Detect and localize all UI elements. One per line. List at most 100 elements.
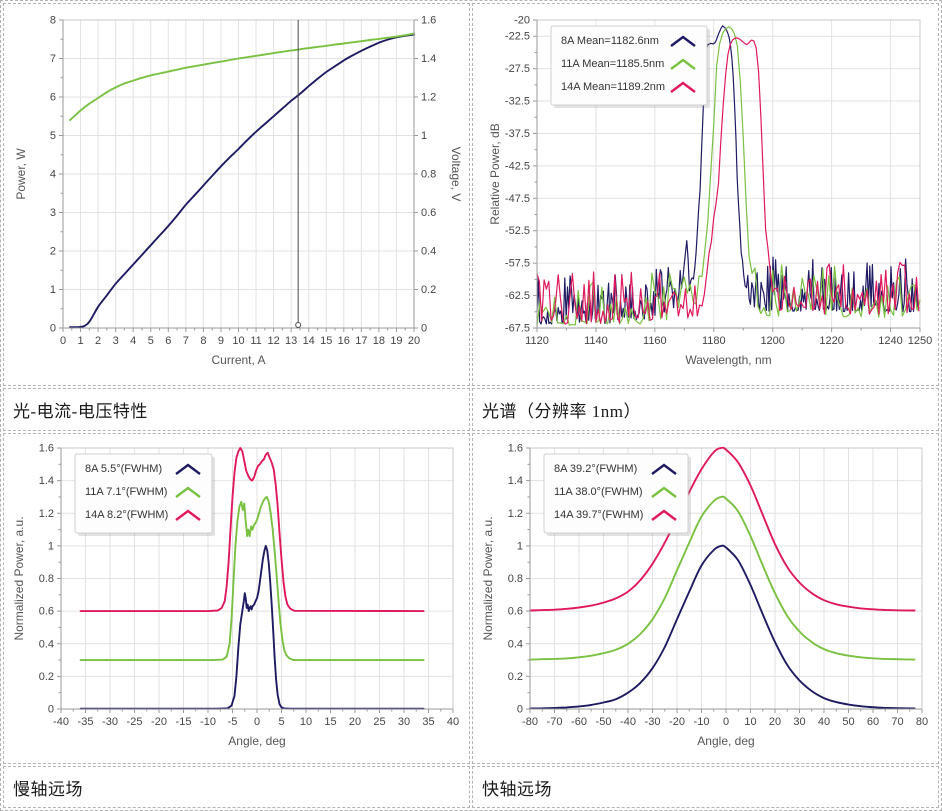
svg-text:1: 1: [517, 540, 523, 552]
svg-text:35: 35: [422, 716, 434, 728]
svg-text:-20: -20: [151, 716, 167, 728]
svg-text:0.2: 0.2: [421, 284, 436, 296]
svg-text:0.8: 0.8: [508, 573, 523, 585]
legend-label: 8A 5.5°(FWHM): [85, 463, 162, 475]
svg-text:1.4: 1.4: [421, 53, 436, 65]
axis-titles: Angle, deg Normalized Power, a.u.: [12, 516, 286, 748]
svg-text:-15: -15: [176, 716, 192, 728]
cursor-marker[interactable]: [295, 322, 302, 328]
x-axis-title: Current, A: [211, 353, 265, 367]
svg-text:0: 0: [48, 704, 54, 716]
series-spectrum-11A: [536, 26, 921, 327]
legend-swatch-pink-icon: [175, 509, 201, 521]
legend-label: 14A 8.2°(FWHM): [85, 509, 168, 521]
svg-text:1120: 1120: [525, 335, 549, 347]
svg-text:17: 17: [355, 335, 367, 347]
x-axis-title: Wavelength, nm: [685, 353, 771, 367]
svg-text:-67.5: -67.5: [505, 323, 530, 335]
slow-axis-caption: 慢轴远场: [13, 779, 83, 799]
slow-axis-chart: -40 -35 -30 -25 -20 -15 -10 -5 0 5 10 15 20 25 30 35 400…: [12, 443, 459, 749]
slow-axis-caption-cell: 慢轴远场: [3, 766, 470, 808]
svg-text:1.4: 1.4: [39, 475, 54, 487]
svg-text:1.2: 1.2: [39, 508, 54, 520]
axes: [526, 447, 923, 713]
svg-text:30: 30: [398, 716, 410, 728]
svg-text:0.4: 0.4: [39, 638, 54, 650]
svg-text:0: 0: [254, 716, 260, 728]
axes: [533, 19, 921, 332]
svg-text:-47.5: -47.5: [505, 193, 530, 205]
svg-text:1.2: 1.2: [421, 92, 436, 104]
axes: [57, 447, 454, 713]
svg-text:0.8: 0.8: [421, 169, 436, 181]
fast-axis-chart: -80 -70 -60 -50 -40 -30 -20 -10 0 10 20 30 40 50 60 70 8…: [481, 443, 928, 749]
liv-caption-cell: 光-电流-电压特性: [3, 388, 470, 431]
svg-text:-25: -25: [127, 716, 143, 728]
series-slow-11A: [79, 495, 425, 662]
tick-labels: 1120 1140 1160 1180 1200 1220 1240 1250 -20 -22.5…: [505, 15, 932, 348]
svg-text:0.4: 0.4: [421, 246, 436, 258]
legend-swatch-green-icon: [651, 486, 677, 498]
svg-text:-60: -60: [571, 716, 587, 728]
y-axis-title: Relative Power, dB: [488, 123, 502, 224]
svg-text:1.6: 1.6: [39, 443, 54, 455]
svg-text:2: 2: [95, 335, 101, 347]
svg-text:6: 6: [50, 92, 56, 104]
fast-axis-caption-cell: 快轴远场: [472, 766, 939, 808]
svg-text:-42.5: -42.5: [505, 160, 530, 172]
legend-label: 14A 39.7°(FWHM): [554, 509, 643, 521]
liv-chart: 0 1 2 3 4 5 6 7 8 9 10 11 12 13 14 15 16 17 18 19 2001234567…: [14, 15, 463, 368]
legend-swatch-pink-icon: [670, 81, 696, 93]
svg-text:-10: -10: [200, 716, 216, 728]
y2-axis-title: Voltage, V: [449, 147, 463, 202]
svg-text:-30: -30: [645, 716, 661, 728]
svg-text:-50: -50: [596, 716, 612, 728]
legend-swatch-pink-icon: [651, 509, 677, 521]
spectrum-chart-cell: 1120 1140 1160 1180 1200 1220 1240 1250 -20 -22.5…: [472, 3, 939, 386]
svg-text:0: 0: [60, 335, 66, 347]
series-fast-14A: [529, 446, 916, 612]
svg-text:40: 40: [818, 716, 830, 728]
svg-text:1.4: 1.4: [508, 475, 523, 487]
svg-text:13: 13: [285, 335, 297, 347]
fast-axis-chart-cell: -80 -70 -60 -50 -40 -30 -20 -10 0 10 20 30 40 50 60 70 8…: [472, 433, 939, 764]
tick-labels: -80 -70 -60 -50 -40 -30 -20 -10 0 10 20 30 40 50 60 70 8…: [508, 443, 928, 729]
svg-text:4: 4: [50, 169, 56, 181]
svg-text:3: 3: [113, 335, 119, 347]
svg-text:1.6: 1.6: [421, 15, 436, 27]
spectrum-caption: 光谱（分辨率 1nm）: [482, 402, 641, 421]
svg-text:50: 50: [842, 716, 854, 728]
svg-text:30: 30: [793, 716, 805, 728]
svg-text:5: 5: [50, 130, 56, 142]
svg-text:60: 60: [867, 716, 879, 728]
svg-text:0.4: 0.4: [508, 638, 523, 650]
axis-titles: Wavelength, nm Relative Power, dB: [488, 123, 772, 367]
y-axis-title: Normalized Power, a.u.: [12, 516, 26, 640]
svg-text:11: 11: [250, 335, 261, 347]
svg-text:2: 2: [50, 246, 56, 258]
svg-text:0.6: 0.6: [39, 606, 54, 618]
series-slow-14A: [79, 447, 425, 613]
svg-text:10: 10: [744, 716, 756, 728]
svg-text:0: 0: [723, 716, 729, 728]
legend: 8A 5.5°(FWHM) 11A 7.1°(FWHM) 14A 8.2°(FWHM…: [74, 453, 215, 536]
gridlines: [61, 448, 453, 709]
svg-text:-62.5: -62.5: [505, 290, 530, 302]
legend-label: 8A 39.2°(FWHM): [554, 463, 637, 475]
svg-text:0.8: 0.8: [39, 573, 54, 585]
svg-text:1: 1: [77, 335, 83, 347]
svg-text:7: 7: [183, 335, 189, 347]
svg-text:0.6: 0.6: [508, 606, 523, 618]
svg-text:-20: -20: [514, 15, 530, 27]
axis-titles: Current, A Power, W Voltage, V: [14, 147, 463, 367]
legend-swatch-green-icon: [670, 58, 696, 70]
svg-text:9: 9: [218, 335, 224, 347]
svg-text:-20: -20: [669, 716, 685, 728]
svg-text:1: 1: [421, 130, 427, 142]
svg-text:-27.5: -27.5: [505, 63, 530, 75]
svg-text:-40: -40: [53, 716, 69, 728]
svg-text:0: 0: [517, 704, 523, 716]
spectrum-chart: 1120 1140 1160 1180 1200 1220 1240 1250 -20 -22.5…: [488, 15, 932, 368]
svg-text:3: 3: [50, 207, 56, 219]
